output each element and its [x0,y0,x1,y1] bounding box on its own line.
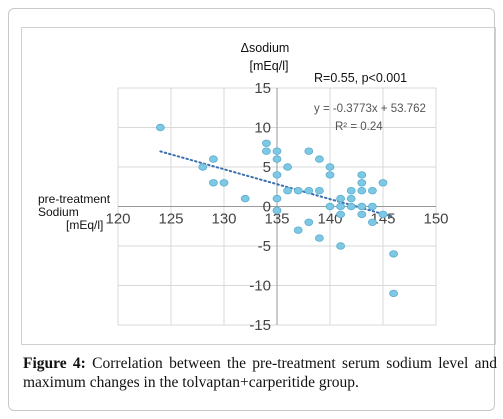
y-tick-label: 15 [254,80,271,97]
data-point [314,234,324,242]
data-point [314,186,324,195]
scatter-chart: 120 125 130 135 140 145 150-15-10-5051015Δsodi… [38,41,449,334]
y-tick-label: 10 [254,120,271,137]
figure-frame: 120 125 130 135 140 145 150 -15 -10 -5 0 5 10 15 Δsodi… [8,8,497,411]
data-point [367,202,377,211]
y-tick-label: -15 [249,317,271,334]
data-point [336,242,346,250]
data-point [272,147,282,155]
data-point [357,186,367,195]
x-tick-label: 125 [158,211,183,228]
data-point [336,210,346,219]
x-tick-label: 130 [211,211,236,228]
data-point [293,226,303,234]
data-point [272,194,282,203]
chart-panel: 120 125 130 135 140 145 150 -15 -10 -5 0 5 10 15 Δsodi… [21,27,496,345]
figure-caption: Figure 4: Correlation between the pre-tr… [23,354,497,392]
data-point [272,206,282,215]
x-tick-label: 135 [264,211,289,228]
y-tick-label: -5 [258,238,271,255]
data-point [304,218,314,226]
data-point [357,171,367,179]
y-tick-label: 0 [263,199,271,216]
x-axis-label: pre-treatment [38,192,111,206]
data-point [261,147,271,155]
data-point [378,179,388,187]
data-point [293,186,303,195]
data-point [283,163,293,171]
data-point [304,186,314,195]
x-tick-label: 120 [105,211,130,228]
x-tick-label: 150 [423,211,448,228]
data-point [283,186,293,195]
x-tick-label: 145 [370,211,395,228]
data-point [389,289,399,298]
data-point [198,163,208,171]
x-axis-label: [mEq/l] [66,218,103,232]
data-point [208,179,218,187]
data-point [155,123,165,132]
data-point [261,139,271,147]
data-point [325,171,335,179]
data-point [346,202,356,211]
caption-lead: Figure 4: [23,355,86,372]
data-point [378,210,388,219]
y-axis-label: Δsodium [241,41,290,55]
r-squared-label: R² = 0.24 [335,121,383,133]
stat-annotation: R=0.55, p<0.001 [314,71,407,85]
data-point [314,155,324,163]
trendline-equation: y = -0.3773x + 53.762 [314,103,426,115]
data-point [367,218,377,226]
data-point [389,250,399,258]
data-point [272,155,282,163]
data-point [240,194,250,203]
data-point [346,186,356,195]
x-axis-label: Sodium [38,205,79,219]
data-point [325,202,335,211]
data-point [272,171,282,179]
data-point [336,194,346,203]
data-point [357,202,367,211]
y-tick-label: -10 [249,278,271,295]
data-point [367,186,377,195]
data-point [357,210,367,219]
data-point [208,155,218,163]
data-point [336,202,346,211]
data-point [219,179,229,187]
caption-text: Correlation between the pre-treatment se… [23,355,498,391]
data-point [357,179,367,187]
data-point [346,194,356,203]
data-point [325,163,335,171]
y-axis-label: [mEq/l] [250,59,289,73]
y-tick-label: 5 [263,159,271,176]
data-point [304,147,314,155]
